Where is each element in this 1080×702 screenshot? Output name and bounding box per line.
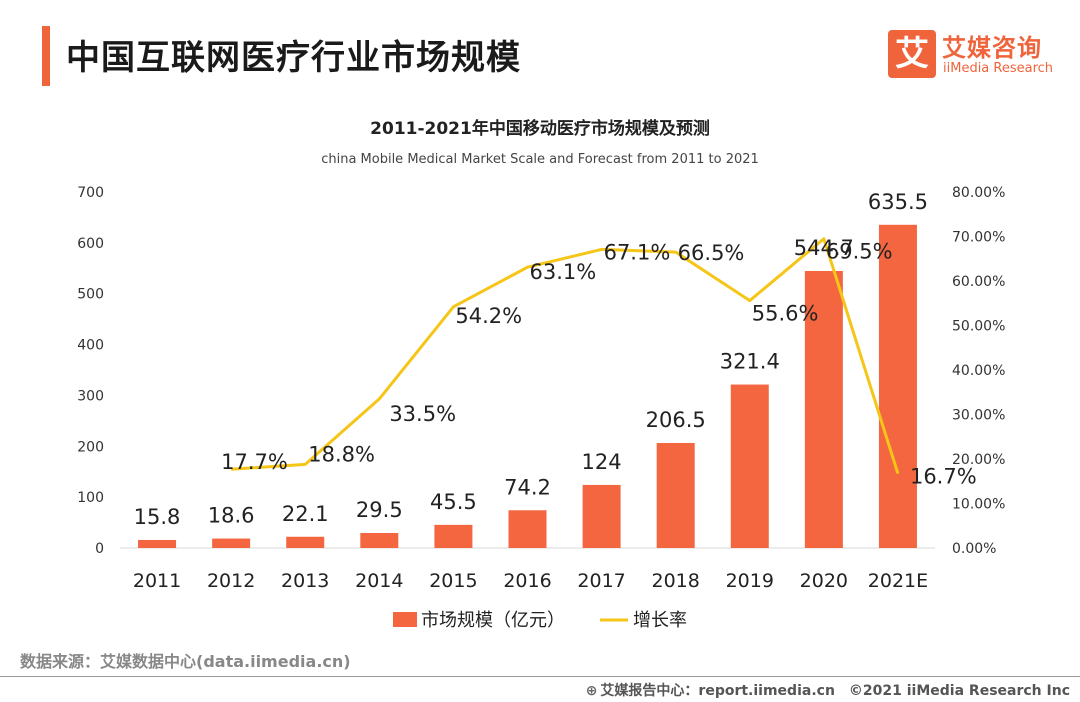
- y2-tick-label: 20.00%: [952, 452, 1005, 468]
- y-tick-label: 0: [95, 541, 104, 557]
- y2-tick-label: 50.00%: [952, 319, 1005, 335]
- bar-2014: [360, 532, 399, 548]
- y2-tick-label: 60.00%: [952, 274, 1005, 290]
- growth-rate-label: 66.5%: [678, 241, 745, 265]
- x-tick-label: 2017: [577, 570, 625, 592]
- legend-line-label: 增长率: [633, 610, 687, 631]
- copyright: ©2021 iiMedia Research Inc: [848, 683, 1070, 699]
- x-tick-label: 2014: [355, 570, 403, 592]
- growth-rate-label: 63.1%: [530, 260, 597, 284]
- y2-tick-label: 70.00%: [952, 230, 1005, 246]
- bar-value-label: 544.7: [794, 236, 854, 260]
- legend-bar-label: 市场规模（亿元）: [421, 610, 565, 631]
- bar-value-label: 635.5: [868, 190, 928, 214]
- bar-2017: [582, 484, 621, 548]
- logo-en-text: iiMedia Research: [943, 61, 1054, 76]
- legend-bar-swatch: [393, 612, 417, 627]
- y2-tick-label: 10.00%: [952, 497, 1005, 513]
- x-tick-label: 2016: [503, 570, 551, 592]
- bar-value-label: 18.6: [208, 504, 255, 528]
- bar-2019: [730, 384, 769, 548]
- growth-rate-label: 54.2%: [455, 304, 522, 328]
- market-scale-chart: 2011-2021年中国移动医疗市场规模及预测 china Mobile Medi…: [77, 118, 1005, 631]
- y-tick-label: 200: [77, 439, 104, 455]
- growth-rate-label: 55.6%: [752, 302, 819, 326]
- iimedia-logo: 艾 艾媒咨询 iiMedia Research: [888, 28, 1068, 82]
- growth-rate-line: [231, 237, 900, 475]
- bar-value-label: 15.8: [134, 505, 181, 529]
- growth-rate-label: 17.7%: [221, 450, 288, 474]
- y2-tick-label: 0.00%: [952, 541, 996, 557]
- y-tick-label: 300: [77, 388, 104, 404]
- bar-value-label: 321.4: [720, 350, 780, 374]
- bar-2015: [434, 524, 473, 548]
- growth-rate-label: 18.8%: [308, 442, 375, 466]
- y-tick-label: 500: [77, 287, 104, 303]
- bar-2013: [286, 536, 325, 548]
- x-tick-label: 2015: [429, 570, 477, 592]
- page-title: 中国互联网医疗行业市场规模: [66, 38, 521, 78]
- report-site: 艾媒报告中心：report.iimedia.cn: [600, 683, 835, 699]
- bar-value-label: 22.1: [282, 502, 329, 526]
- footer-divider: [0, 676, 1080, 677]
- x-tick-label: 2018: [652, 570, 700, 592]
- title-accent-bar: [42, 26, 50, 86]
- bar-value-label: 124: [582, 450, 622, 474]
- x-tick-label: 2011: [133, 570, 181, 592]
- y-tick-label: 400: [77, 338, 104, 354]
- globe-icon: ⊕: [585, 683, 598, 699]
- data-source: 数据来源：艾媒数据中心(data.iimedia.cn): [20, 652, 351, 671]
- logo-icon: 艾: [888, 30, 936, 78]
- growth-rate-label: 33.5%: [389, 402, 456, 426]
- x-tick-label: 2021E: [868, 570, 928, 592]
- y-tick-label: 100: [77, 490, 104, 506]
- bar-value-label: 206.5: [646, 408, 706, 432]
- chart-title: 2011-2021年中国移动医疗市场规模及预测: [370, 118, 710, 139]
- y2-tick-label: 30.00%: [952, 408, 1005, 424]
- x-tick-label: 2019: [726, 570, 774, 592]
- bar-2016: [508, 510, 547, 548]
- bar-2011: [138, 539, 177, 548]
- y-tick-label: 700: [77, 185, 104, 201]
- y2-tick-label: 80.00%: [952, 185, 1005, 201]
- bar-2012: [212, 538, 251, 548]
- x-tick-label: 2012: [207, 570, 255, 592]
- footer: ⊕ 艾媒报告中心：report.iimedia.cn ©2021 iiMedia R…: [586, 680, 1070, 700]
- logo-cn-text: 艾媒咨询: [942, 34, 1042, 62]
- chart-subtitle: china Mobile Medical Market Scale and Fo…: [321, 152, 759, 167]
- bar-value-label: 45.5: [430, 490, 477, 514]
- y2-tick-label: 40.00%: [952, 363, 1005, 379]
- growth-rate-label: 69.5%: [826, 240, 893, 264]
- x-tick-label: 2020: [800, 570, 848, 592]
- growth-rate-label: 16.7%: [910, 465, 977, 489]
- bar-2020: [804, 270, 843, 548]
- bar-2018: [656, 442, 695, 548]
- y-tick-label: 600: [77, 236, 104, 252]
- bar-value-label: 29.5: [356, 498, 403, 522]
- bar-2021E: [878, 224, 917, 548]
- bar-value-label: 74.2: [504, 475, 551, 499]
- growth-rate-label: 67.1%: [604, 240, 671, 264]
- x-tick-label: 2013: [281, 570, 329, 592]
